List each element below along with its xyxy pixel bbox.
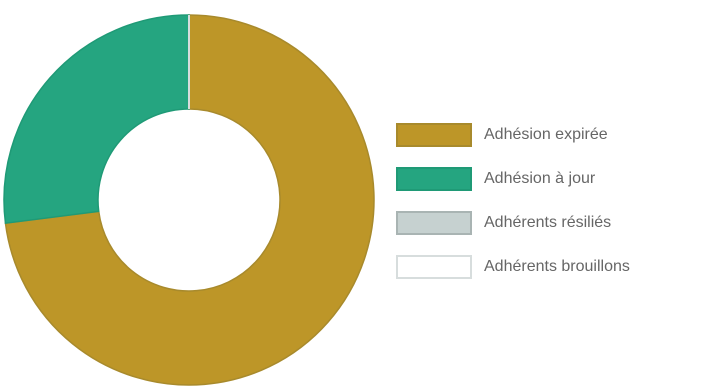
legend-swatch <box>396 255 472 279</box>
legend-swatch <box>396 123 472 147</box>
donut-chart <box>3 14 375 386</box>
legend-label: Adhérents brouillons <box>484 258 630 275</box>
legend-swatch <box>396 211 472 235</box>
legend-label: Adhésion à jour <box>484 170 596 187</box>
legend-label: Adhérents résiliés <box>484 214 612 231</box>
donut-slice-adhesion-a-jour[interactable] <box>3 14 190 225</box>
donut-slice-adhesion-expiree[interactable] <box>4 14 375 386</box>
legend-swatch <box>396 167 472 191</box>
legend-label: Adhésion expirée <box>484 126 608 143</box>
